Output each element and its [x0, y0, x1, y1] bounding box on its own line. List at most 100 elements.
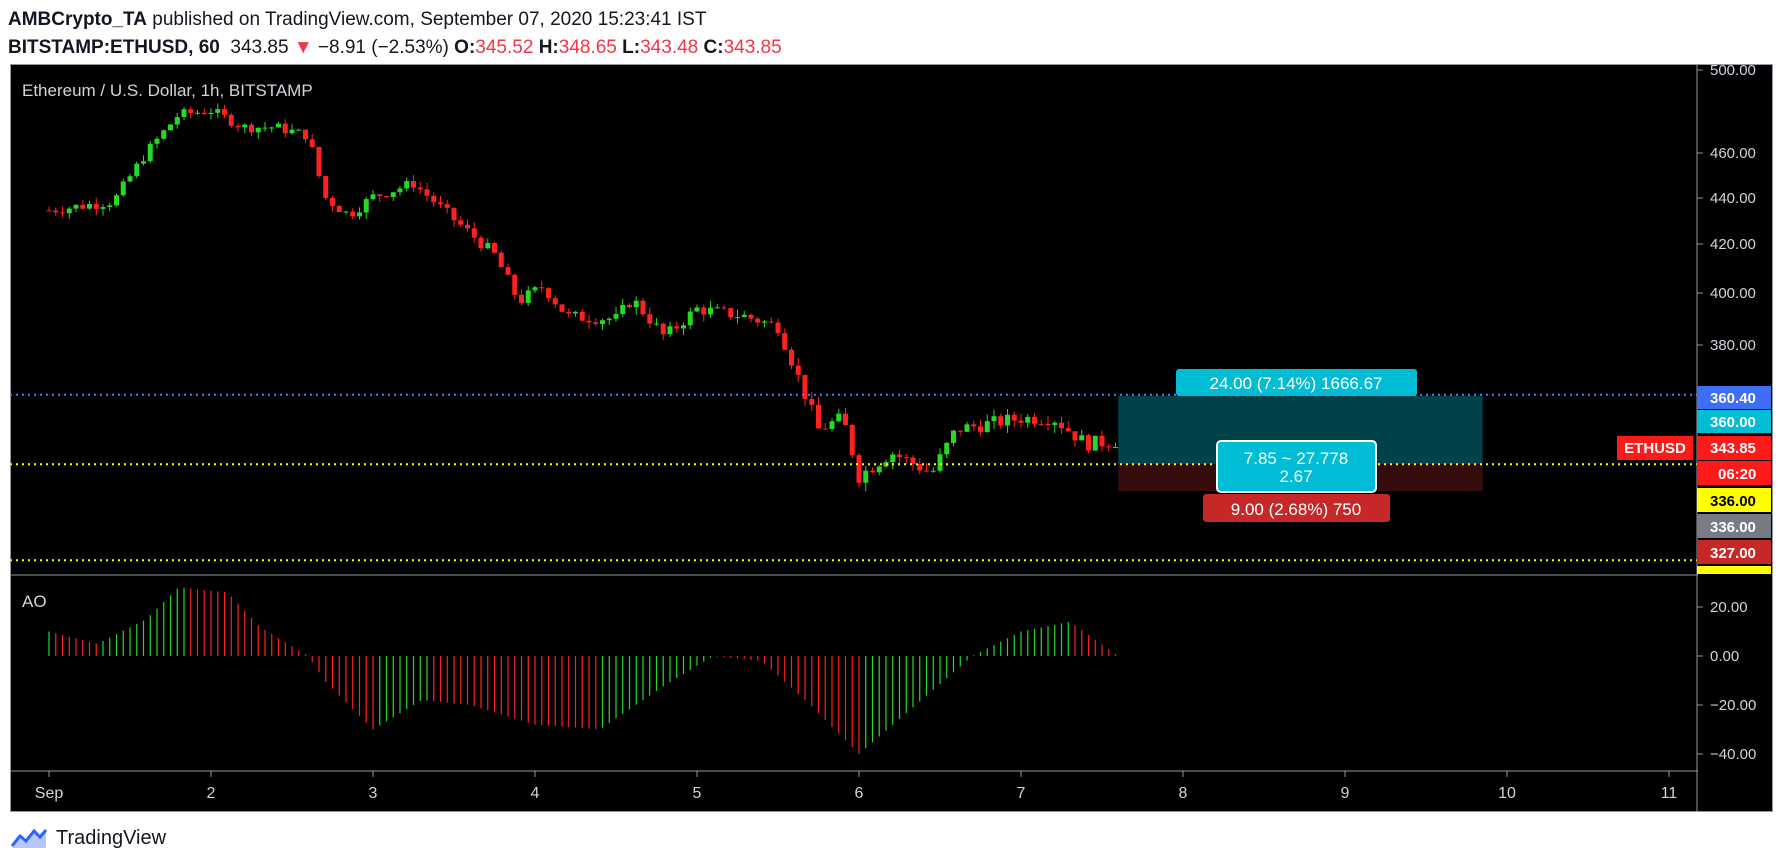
- price-tag-stop: 327.00: [1697, 540, 1771, 564]
- candle-body: [249, 124, 254, 133]
- candle-body: [579, 311, 585, 321]
- candle-body: [363, 199, 369, 213]
- candle-body: [235, 125, 241, 128]
- tradingview-logo-icon[interactable]: [10, 826, 48, 850]
- ao-histogram: [48, 587, 1117, 754]
- price-tick: 460.00: [1710, 145, 1756, 162]
- candle-body: [606, 318, 612, 321]
- time-tick: 3: [369, 785, 378, 802]
- candle-body: [546, 288, 551, 299]
- candle-body: [262, 127, 268, 129]
- low-label: L:: [622, 37, 641, 58]
- candle-body: [1065, 428, 1071, 432]
- time-tick: 5: [693, 785, 702, 802]
- candle-body: [755, 318, 761, 323]
- candle-body: [674, 326, 680, 329]
- time-tick: 8: [1179, 785, 1188, 802]
- candle-body: [492, 243, 497, 253]
- candle-body: [620, 304, 626, 315]
- candle-body: [843, 413, 848, 425]
- candle-body: [984, 421, 990, 433]
- price-tick: 380.00: [1710, 337, 1756, 354]
- price-tag-target: 360.00: [1697, 410, 1771, 433]
- candle-body: [836, 413, 842, 422]
- ao-tick: 20.00: [1710, 599, 1748, 616]
- published-text: published on TradingView.com, September …: [146, 9, 707, 30]
- candle-body: [701, 307, 707, 315]
- candle-body: [944, 442, 950, 455]
- candle-body: [478, 237, 484, 249]
- candle-body: [1038, 423, 1044, 425]
- candle-body: [303, 129, 308, 140]
- candle-body: [600, 320, 605, 324]
- candle-body: [667, 326, 673, 335]
- candle-body: [485, 243, 491, 249]
- price-tick: 500.00: [1710, 62, 1756, 79]
- candle-body: [822, 428, 828, 430]
- price-change: −8.91 (−2.53%): [317, 37, 449, 58]
- candle-body: [775, 322, 781, 334]
- candle-body: [134, 163, 140, 177]
- candle-body: [1005, 414, 1010, 426]
- candle-body: [141, 161, 146, 164]
- candle-body: [957, 430, 963, 432]
- profit-label[interactable]: 24.00 (7.14%) 1666.67: [1176, 369, 1417, 396]
- candle-body: [505, 267, 511, 275]
- high-value: 348.65: [558, 37, 617, 58]
- position-center-label[interactable]: 7.85 ~ 27.778 2.67: [1216, 440, 1377, 493]
- candle-body: [1113, 447, 1118, 449]
- time-tick: 6: [855, 785, 864, 802]
- candle-body: [208, 112, 214, 115]
- candle-body: [282, 123, 288, 134]
- candle-body: [863, 470, 869, 483]
- candle-body: [471, 228, 477, 238]
- candle-body: [66, 208, 72, 214]
- candle-body: [890, 454, 896, 463]
- price-tick: 400.00: [1710, 285, 1756, 302]
- candle-body: [525, 290, 531, 303]
- loss-label[interactable]: 9.00 (2.68%) 750: [1203, 494, 1390, 522]
- candle-body: [424, 189, 430, 196]
- candle-body: [971, 424, 977, 427]
- candle-body: [687, 311, 693, 326]
- ao-title: AO: [22, 592, 47, 611]
- price-tag-yellow: 336.00: [1697, 488, 1771, 512]
- candle-body: [465, 224, 470, 229]
- candle-body: [114, 195, 119, 206]
- candle-body: [357, 212, 362, 217]
- time-tick: Sep: [35, 785, 64, 802]
- candle-body: [215, 109, 221, 113]
- svg-text:336.00: 336.00: [1710, 493, 1756, 510]
- chart-header: AMBCrypto_TA published on TradingView.co…: [8, 6, 782, 62]
- candle-body: [903, 457, 909, 459]
- candle-body: [849, 424, 855, 456]
- open-label: O:: [454, 37, 476, 58]
- symbol-tag: ETHUSD: [1617, 436, 1693, 460]
- price-tag-entry: 336.00: [1697, 514, 1771, 538]
- author-name[interactable]: AMBCrypto_TA: [8, 9, 147, 30]
- candle-body: [498, 252, 504, 268]
- candle-body: [627, 304, 632, 308]
- candle-body: [937, 454, 943, 471]
- price-tick: 440.00: [1710, 190, 1756, 207]
- candle-body: [694, 307, 700, 312]
- candle-body: [377, 194, 383, 197]
- svg-text:360.00: 360.00: [1710, 414, 1756, 431]
- candle-body: [708, 307, 713, 315]
- ao-tick: −20.00: [1710, 697, 1756, 714]
- candle-body: [1086, 435, 1091, 451]
- ao-tick: −40.00: [1710, 746, 1756, 763]
- down-arrow-icon: ▼: [293, 37, 313, 58]
- candle-body: [417, 187, 423, 190]
- candle-body: [512, 274, 518, 295]
- brand-name[interactable]: TradingView: [56, 826, 167, 849]
- candle-body: [748, 314, 754, 319]
- svg-text:327.00: 327.00: [1710, 545, 1756, 562]
- candle-body: [127, 176, 133, 182]
- candle-body: [593, 322, 599, 324]
- loss-label-text: 9.00 (2.68%) 750: [1231, 500, 1361, 519]
- ratio-label-text: 2.67: [1279, 467, 1312, 486]
- candle-body: [161, 130, 167, 139]
- candle-body: [991, 416, 997, 422]
